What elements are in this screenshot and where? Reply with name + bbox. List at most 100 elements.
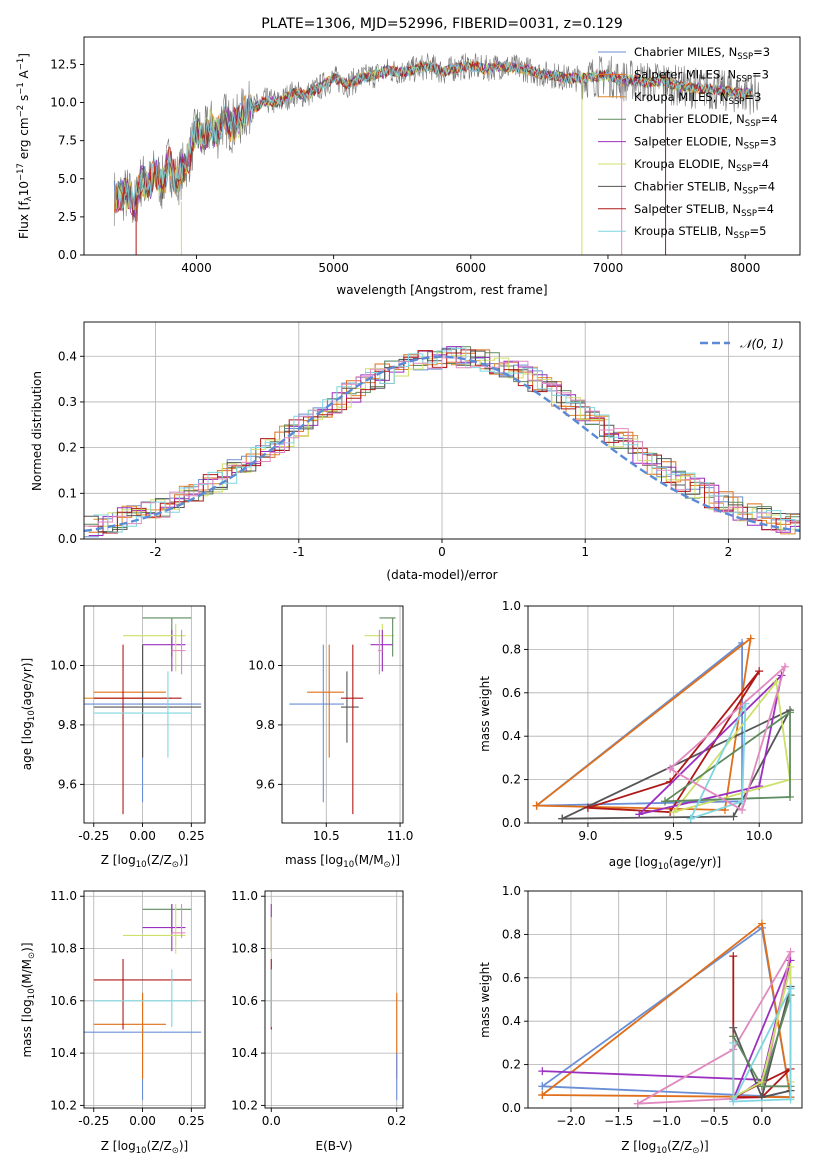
plot-area xyxy=(84,346,800,538)
label-part: =4 xyxy=(752,157,769,171)
label-part: age [log xyxy=(609,855,658,869)
legend-entry: Salpeter ELODIE, NSSP=3 xyxy=(634,135,777,152)
y-axis-label: mass weight xyxy=(478,962,492,1038)
y-tick-label: 0.4 xyxy=(58,349,77,363)
legend-entry: Salpeter STELIB, NSSP=4 xyxy=(634,202,774,219)
y-tick-label: 10.8 xyxy=(231,942,258,956)
x-axis-label: age [log10(age/yr)] xyxy=(609,855,721,872)
y-tick-label: 0.0 xyxy=(502,816,521,830)
histogram-step xyxy=(88,349,800,534)
axes-frame xyxy=(83,36,801,256)
plot-area xyxy=(289,617,396,815)
mass-weight-line xyxy=(541,921,792,1099)
y-axis-label: age [log10(age/yr)] xyxy=(20,658,37,770)
label-part: age [log xyxy=(20,721,34,770)
x-axis-label: Z [log10(Z/Z⊙)] xyxy=(621,1139,709,1156)
x-tick-label: 10.0 xyxy=(746,829,773,843)
y-tick-label: 9.6 xyxy=(58,777,77,791)
y-tick-label: 0.4 xyxy=(502,729,521,743)
mass-weight-marker xyxy=(786,708,795,717)
label-part: 10 xyxy=(17,181,31,196)
mass-weight-marker xyxy=(558,814,567,823)
x-tick-label: 6000 xyxy=(456,261,487,275)
label-part: )] xyxy=(20,942,34,951)
legend-entry: Chabrier STELIB, NSSP=4 xyxy=(634,179,775,196)
label-part: Kroupa ELODIE, N xyxy=(634,157,736,171)
mass-weight-marker xyxy=(757,1077,766,1086)
mass-weight-marker xyxy=(786,984,795,993)
label-part: mass [log xyxy=(20,999,34,1057)
axes-frame xyxy=(527,890,803,1109)
mass-weight-marker xyxy=(686,814,695,823)
y-tick-label: 10.4 xyxy=(50,1046,77,1060)
x-tick-label: -0.25 xyxy=(78,1114,109,1128)
mass-weight-marker xyxy=(746,634,755,643)
x-tick-label: −2.0 xyxy=(556,1114,585,1128)
label-part: ⊙ xyxy=(692,1146,699,1156)
mass-weight-marker xyxy=(780,662,789,671)
label-part: SSP xyxy=(744,142,760,152)
y-tick-label: 10.4 xyxy=(231,1046,258,1060)
y-tick-label: 0.8 xyxy=(502,642,521,656)
label-part: Chabrier MILES, N xyxy=(634,45,737,59)
label-part: )] xyxy=(179,853,188,867)
label-part: )] xyxy=(699,1139,708,1153)
label-part: mass [log xyxy=(285,853,343,867)
y-axis-label: Normed distribution xyxy=(30,371,44,491)
y-axis-label: Flux [fλ10−17 erg cm−2 s−1 A−1] xyxy=(16,53,34,239)
mass-weight-marker xyxy=(532,801,541,810)
y-axis-label: mass weight xyxy=(478,676,492,752)
x-tick-label: 8000 xyxy=(730,261,761,275)
mass-weight-marker xyxy=(729,1097,738,1106)
label-part: =3 xyxy=(760,135,777,149)
mass-weight-marker xyxy=(635,810,644,819)
y-tick-label: 10.0 xyxy=(50,96,77,110)
mass-weight-marker xyxy=(729,812,738,821)
normal-distribution-curve xyxy=(84,355,800,533)
x-tick-label: 0.0 xyxy=(262,1114,281,1128)
y-tick-label: 10.6 xyxy=(50,994,77,1008)
y-tick-label: 9.6 xyxy=(256,777,275,791)
mass-weight-marker xyxy=(538,1067,547,1076)
mass-weight-marker xyxy=(538,1090,547,1099)
x-tick-label: -1 xyxy=(293,545,305,559)
histogram-step xyxy=(88,346,800,536)
label-part: −1 xyxy=(16,82,26,95)
legend-entry: Kroupa MILES, NSSP=3 xyxy=(634,90,761,107)
label-part: SSP xyxy=(729,97,745,107)
axes-frame xyxy=(264,890,404,1109)
x-axis-label: Z [log10(Z/Z⊙)] xyxy=(101,1139,189,1156)
y-tick-label: 0.4 xyxy=(502,1014,521,1028)
weight_vs_age-panel: 9.0 9.5 10.0 0.0 0.2 0.4 0.6 0.8 1.0 xyxy=(502,599,803,843)
mass-weight-marker xyxy=(786,947,795,956)
chart-title: PLATE=1306, MJD=52996, FIBERID=0031, z=0… xyxy=(261,16,623,32)
label-part: Flux [f xyxy=(17,201,31,239)
x-tick-label: 0.25 xyxy=(178,829,205,843)
plot-area xyxy=(84,904,202,1101)
label-part: Kroupa MILES, N xyxy=(634,90,729,104)
mass-weight-marker xyxy=(661,797,669,806)
x-tick-label: −1.0 xyxy=(652,1114,681,1128)
mass-weight-marker xyxy=(633,1099,642,1108)
label-part: 10 xyxy=(136,1146,147,1156)
label-part: =4 xyxy=(758,179,775,193)
x-axis-label: mass [log10(M/M⊙)] xyxy=(285,853,400,870)
mass-weight-marker xyxy=(729,952,738,961)
label-part: =3 xyxy=(752,67,769,81)
label-part: Z [log xyxy=(621,1139,656,1153)
axes-frame xyxy=(83,890,206,1109)
label-part: ⊙ xyxy=(172,860,179,870)
label-part: SSP xyxy=(742,186,758,196)
label-part: SSP xyxy=(736,164,752,174)
label-part: erg cm xyxy=(17,117,31,163)
label-part: Salpeter MILES, N xyxy=(634,67,736,81)
x-tick-label: 0.0 xyxy=(752,1114,771,1128)
x-tick-label: 11.0 xyxy=(387,829,414,843)
legend-entry: Chabrier ELODIE, NSSP=4 xyxy=(634,112,778,129)
label-part: (age/yr)] xyxy=(669,855,721,869)
mass-weight-marker xyxy=(538,1082,547,1091)
y-tick-label: 5.0 xyxy=(58,172,77,186)
axes-frame xyxy=(281,605,404,824)
x-tick-label: −1.5 xyxy=(604,1114,633,1128)
mass_vs_Z-panel: -0.25 0.00 0.25 10.2 10.4 10.6 10.8 11.0 xyxy=(50,889,206,1128)
